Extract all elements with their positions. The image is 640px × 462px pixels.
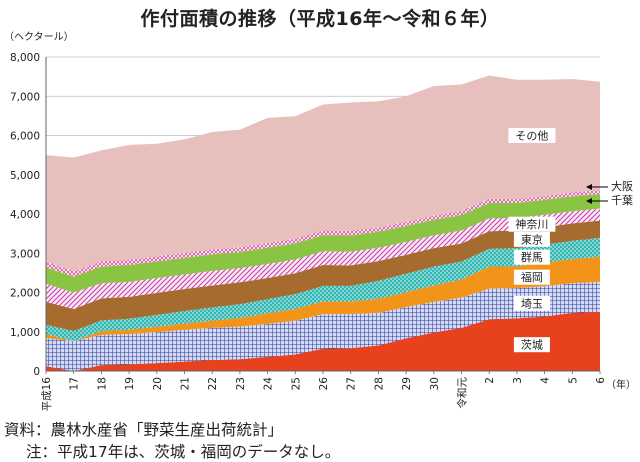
x-tick-label-19: 5 (567, 377, 579, 384)
area-東京 (46, 220, 600, 331)
label-box-神奈川 (508, 216, 556, 232)
osaka-label: 大阪 (611, 179, 633, 193)
area-神奈川 (46, 208, 600, 309)
x-tick-label-9: 25 (290, 377, 302, 390)
chiba-label: 千葉 (611, 193, 633, 207)
y-tick-label-4: 4,000 (10, 209, 40, 221)
area-群馬 (46, 237, 600, 342)
x-tick-label-4: 20 (152, 377, 164, 390)
x-tick-label-0: 平成16 (41, 377, 53, 412)
area-その他 (46, 75, 600, 272)
y-tick-label-2: 2,000 (10, 288, 40, 300)
y-tick-label-3: 3,000 (10, 248, 40, 260)
label-box-その他 (508, 128, 556, 143)
x-tick-label-2: 18 (96, 377, 108, 390)
series-label-茨城: 茨城 (521, 338, 543, 352)
area-埼玉 (46, 281, 600, 371)
chart-title: 作付面積の推移（平成16年〜令和６年） (140, 8, 500, 30)
x-tick-label-15: 令和元 (456, 377, 469, 409)
y-axis-ticks: 0 1,000 2,000 3,000 4,000 5,000 6,000 7,000 8,00… (10, 52, 40, 378)
x-tick-label-13: 29 (401, 377, 413, 390)
x-tick-label-16: 2 (484, 377, 496, 384)
x-tick-label-7: 23 (235, 377, 247, 390)
area-福岡 (46, 256, 600, 342)
x-tick-label-10: 26 (318, 377, 330, 391)
chiba-arrowhead (586, 198, 592, 204)
x-tick-label-12: 28 (373, 377, 385, 390)
label-box-群馬 (513, 249, 550, 265)
x-tick-label-11: 27 (346, 377, 358, 390)
series-label-東京: 東京 (521, 232, 543, 246)
source-note: 資料：農林水産省「野菜生産出荷統計」 (4, 421, 284, 439)
x-axis-ticks: 平成16 17 18 19 20 21 22 23 24 25 26 27 28 29 30 令和元 2 3 4 5 6 (41, 371, 607, 411)
y-tick-label-7: 7,000 (10, 91, 40, 103)
series-label-群馬: 群馬 (521, 250, 543, 264)
x-axis-label: （年） (606, 378, 636, 391)
x-tick-label-3: 19 (124, 377, 136, 390)
series-label-埼玉: 埼玉 (521, 296, 543, 310)
y-tick-label-8: 8,000 (10, 52, 40, 64)
x-tick-label-1: 17 (69, 377, 81, 390)
series-label-その他: その他 (515, 130, 548, 143)
area-茨城 (46, 311, 600, 371)
x-tick-label-18: 4 (540, 377, 552, 384)
label-box-東京 (513, 231, 550, 247)
x-tick-label-5: 21 (180, 377, 192, 390)
area-大阪 (46, 190, 600, 277)
y-tick-label-5: 5,000 (10, 170, 40, 182)
y-axis-label: （ヘクタール） (4, 31, 74, 43)
stacked-area-chart: （ヘクタール） （年） 0 1,000 2,000 3,000 4,000 5,000 6,… (4, 31, 636, 411)
x-tick-label-8: 24 (263, 377, 275, 391)
x-tick-label-14: 30 (429, 377, 441, 390)
y-tick-label-1: 1,000 (10, 327, 40, 339)
label-box-福岡 (513, 269, 550, 285)
x-tick-label-6: 22 (207, 377, 219, 390)
label-box-茨城 (513, 337, 550, 353)
side-annotations: 大阪 千葉 (586, 179, 633, 207)
series-label-神奈川: 神奈川 (515, 217, 548, 231)
area-series (46, 75, 600, 371)
footnote: 注：平成17年は、茨城・福岡のデータなし。 (26, 443, 341, 461)
y-tick-label-6: 6,000 (10, 131, 40, 143)
series-label-福岡: 福岡 (521, 270, 543, 284)
x-tick-label-20: 6 (595, 377, 607, 384)
y-tick-label-0: 0 (33, 366, 40, 378)
area-千葉 (46, 193, 600, 293)
label-box-埼玉 (513, 295, 550, 311)
x-tick-label-17: 3 (512, 377, 524, 384)
osaka-arrowhead (586, 184, 592, 190)
